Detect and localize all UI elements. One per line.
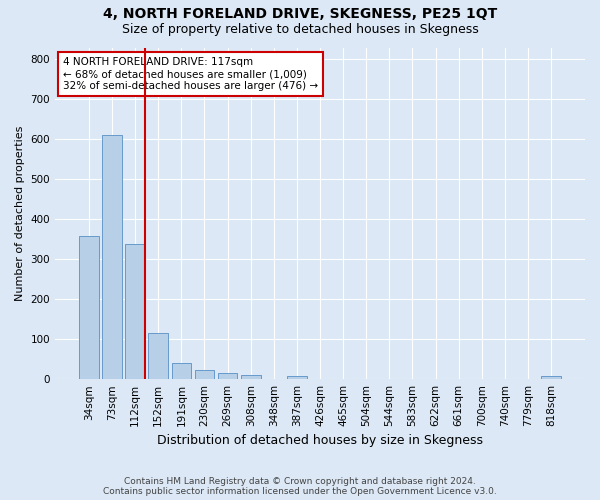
Bar: [218, 373, 238, 379]
Bar: [125, 244, 145, 379]
Text: 4 NORTH FORELAND DRIVE: 117sqm
← 68% of detached houses are smaller (1,009)
32% : 4 NORTH FORELAND DRIVE: 117sqm ← 68% of …: [63, 58, 318, 90]
Text: Contains HM Land Registry data © Crown copyright and database right 2024.
Contai: Contains HM Land Registry data © Crown c…: [103, 476, 497, 496]
Bar: [172, 363, 191, 379]
Bar: [287, 376, 307, 379]
Text: Size of property relative to detached houses in Skegness: Size of property relative to detached ho…: [122, 22, 478, 36]
Bar: [241, 375, 260, 379]
Bar: [79, 236, 99, 379]
Text: 4, NORTH FORELAND DRIVE, SKEGNESS, PE25 1QT: 4, NORTH FORELAND DRIVE, SKEGNESS, PE25 …: [103, 8, 497, 22]
Bar: [148, 333, 168, 379]
Y-axis label: Number of detached properties: Number of detached properties: [15, 126, 25, 301]
Bar: [541, 376, 561, 379]
Bar: [194, 370, 214, 379]
X-axis label: Distribution of detached houses by size in Skegness: Distribution of detached houses by size …: [157, 434, 483, 448]
Bar: [102, 136, 122, 379]
